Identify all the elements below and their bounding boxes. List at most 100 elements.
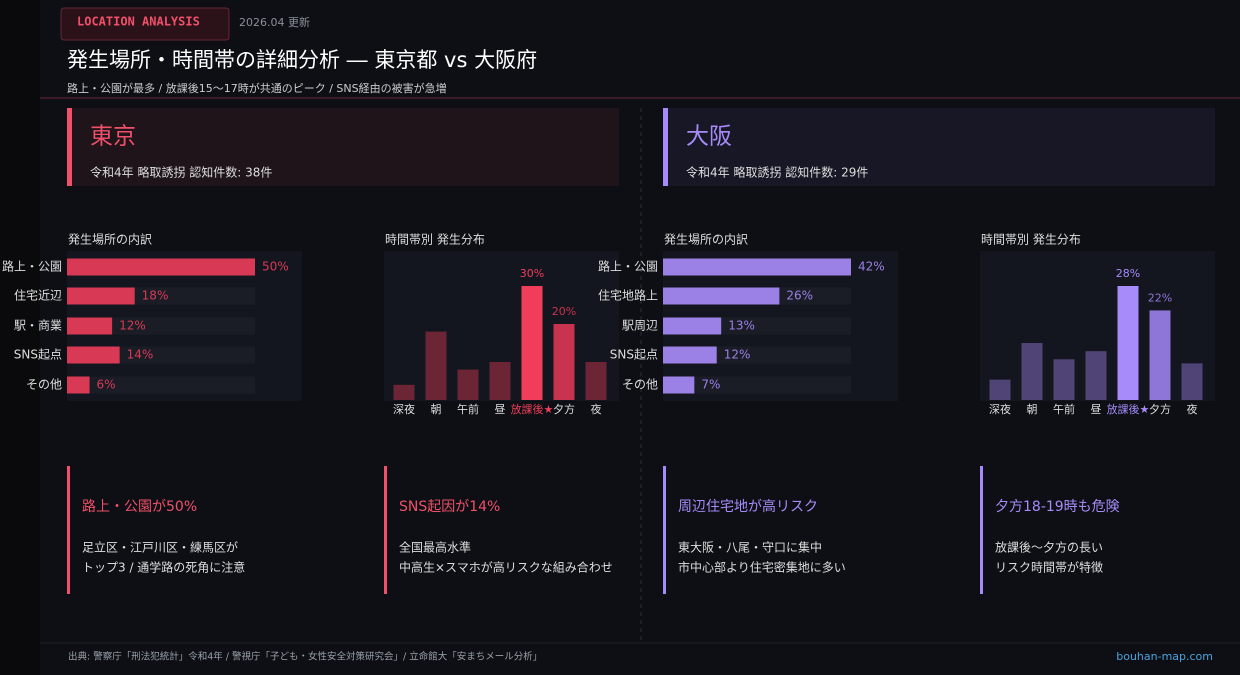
category-label: 午前 [457, 402, 479, 416]
category-label: その他 [26, 378, 62, 392]
title: 発生場所・時間帯の詳細分析 ― 東京都 vs 大阪府 [67, 48, 537, 72]
value-label: 6% [97, 378, 116, 392]
card-accent [663, 466, 666, 594]
card-accent [384, 466, 387, 594]
category-label: 住宅地路上 [598, 288, 658, 303]
card-line: 市中心部より住宅密集地に多い [678, 560, 846, 575]
side-strip [0, 0, 40, 675]
category-label: 深夜 [989, 402, 1011, 416]
value-label: 7% [701, 378, 720, 392]
bar-track [663, 376, 851, 394]
value-label: 22% [1148, 291, 1172, 304]
chart-title: 時間帯別 発生分布 [981, 233, 1081, 247]
updated: 2026.04 更新 [239, 15, 310, 29]
category-label: 放課後★ [1107, 402, 1150, 416]
category-label: 駅周辺 [622, 319, 658, 333]
category-label: 放課後★ [511, 402, 554, 416]
category-label: SNS起点 [14, 348, 62, 362]
panel-card [67, 108, 619, 186]
bar [67, 346, 120, 364]
value-label: 13% [728, 319, 755, 333]
panel-accent [67, 108, 72, 186]
bar-track [67, 376, 255, 394]
category-label: 朝 [1027, 403, 1038, 416]
card-accent [980, 466, 983, 594]
bar [663, 376, 695, 394]
category-label: SNS起点 [610, 348, 658, 362]
card-line: 放課後〜夕方の長い [995, 540, 1103, 555]
category-label: 夕方 [553, 402, 575, 416]
bar [67, 258, 255, 276]
chart-title: 発生場所の内訳 [664, 232, 748, 247]
panel-card [663, 108, 1215, 186]
bar [585, 362, 607, 400]
card-line: リスク時間帯が特徴 [995, 560, 1103, 575]
bar-track [67, 317, 255, 335]
subtitle: 路上・公園が最多 / 放課後15〜17時が共通のピーク / SNS経由の被害が急… [67, 81, 447, 95]
bar [67, 376, 90, 394]
category-label: 駅・商業 [14, 318, 62, 333]
category-label: 昼 [495, 403, 506, 416]
site-link[interactable]: bouhan-map.com [1116, 650, 1213, 663]
bar [1053, 359, 1075, 400]
bar [663, 317, 722, 335]
value-label: 12% [119, 319, 146, 333]
bar [553, 324, 575, 400]
card-accent [67, 466, 70, 594]
card-title: SNS起因が14% [399, 499, 500, 515]
bar [1117, 286, 1139, 400]
bar [1021, 343, 1043, 400]
value-label: 30% [520, 267, 544, 280]
bar [457, 369, 479, 400]
category-label: 深夜 [393, 402, 415, 416]
bar [663, 346, 717, 364]
value-label: 26% [786, 289, 813, 303]
card-title: 路上・公園が50% [82, 499, 197, 515]
value-label: 12% [724, 348, 751, 362]
bar [989, 379, 1011, 400]
bar [67, 287, 135, 305]
card-line: 中高生×スマホが高リスクな組み合わせ [399, 560, 613, 575]
source: 出典: 警察庁「刑法犯統計」令和4年 / 警視庁「子ども・女性安全対策研究会」/… [68, 651, 542, 663]
bar [425, 331, 447, 400]
category-label: 朝 [431, 403, 442, 416]
category-label: 路上・公園 [598, 259, 658, 274]
category-label: 夜 [1187, 402, 1198, 416]
bar [663, 258, 851, 276]
badge [60, 7, 230, 41]
bar [1085, 351, 1107, 400]
value-label: 42% [858, 260, 885, 274]
category-label: その他 [622, 378, 658, 392]
category-label: 路上・公園 [2, 259, 62, 274]
bar [1181, 363, 1203, 400]
value-label: 20% [552, 305, 576, 318]
card-line: 全国最高水準 [399, 540, 471, 555]
category-label: 昼 [1091, 403, 1102, 416]
category-label: 住宅近辺 [14, 288, 62, 303]
category-label: 午前 [1053, 402, 1075, 416]
panel-stat: 令和4年 略取誘拐 認知件数: 38件 [90, 165, 272, 180]
bar [521, 286, 543, 400]
bar [1149, 310, 1171, 400]
chart-title: 時間帯別 発生分布 [385, 233, 485, 247]
panel-name: 東京 [90, 124, 136, 150]
value-label: 14% [127, 348, 154, 362]
card-line: 東大阪・八尾・守口に集中 [678, 540, 822, 555]
panel-accent [663, 108, 668, 186]
bar [67, 317, 113, 335]
card-title: 夕方18-19時も危険 [995, 499, 1120, 515]
chart-title: 発生場所の内訳 [68, 232, 152, 247]
card-title: 周辺住宅地が高リスク [678, 498, 818, 515]
category-label: 夜 [591, 402, 602, 416]
bar [663, 287, 780, 305]
panel-stat: 令和4年 略取誘拐 認知件数: 29件 [686, 165, 868, 180]
badge-text: LOCATION ANALYSIS [77, 15, 200, 29]
value-label: 18% [142, 289, 169, 303]
bar [393, 384, 415, 400]
card-line: 足立区・江戸川区・練馬区が [82, 540, 238, 555]
card-line: トップ3 / 通学路の死角に注意 [82, 560, 245, 575]
value-label: 28% [1116, 267, 1140, 280]
value-label: 50% [262, 260, 289, 274]
bar [489, 362, 511, 400]
